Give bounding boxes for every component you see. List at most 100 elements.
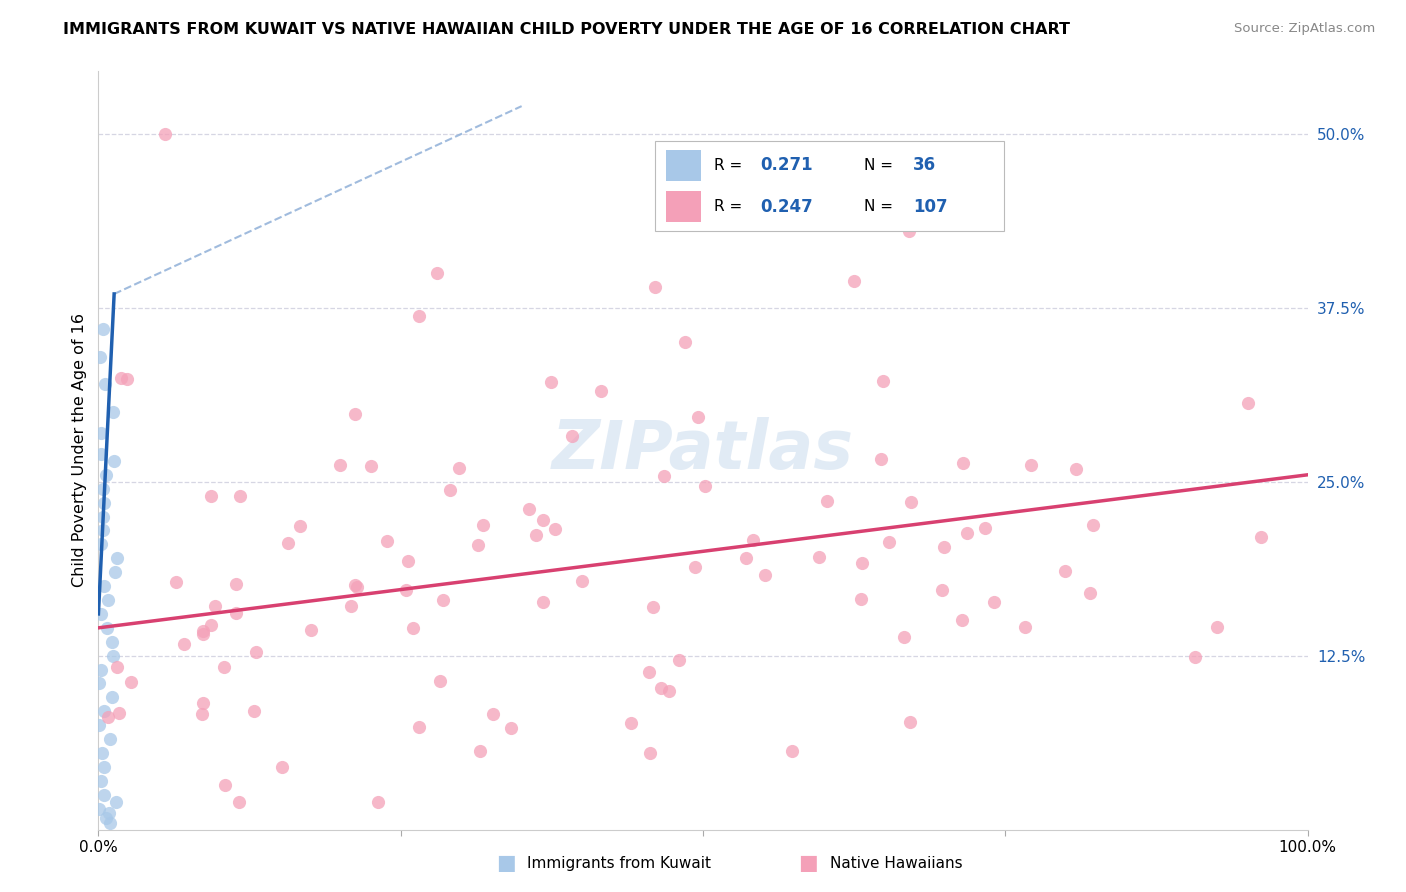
Point	[934, 540, 956, 554]
Point	[93, 788, 115, 802]
Point	[105, 795, 128, 809]
Point	[101, 634, 124, 648]
Point	[879, 534, 901, 549]
Point	[212, 659, 235, 673]
Point	[641, 599, 664, 614]
Point	[191, 627, 214, 641]
Point	[426, 266, 449, 280]
Point	[107, 706, 129, 720]
Point	[544, 522, 567, 536]
Text: 0.271: 0.271	[759, 156, 813, 175]
Point	[98, 815, 121, 830]
Point	[90, 537, 112, 551]
Point	[165, 574, 187, 589]
Point	[91, 482, 114, 496]
Point	[214, 778, 236, 792]
Point	[93, 495, 115, 509]
Point	[101, 690, 124, 705]
Point	[893, 630, 915, 644]
Point	[695, 479, 717, 493]
Text: ■: ■	[496, 854, 516, 873]
Point	[471, 517, 494, 532]
FancyBboxPatch shape	[665, 151, 700, 181]
Point	[1081, 517, 1104, 532]
Point	[950, 614, 973, 628]
Point	[97, 593, 120, 607]
Point	[974, 520, 997, 534]
Point	[90, 607, 112, 621]
Point	[408, 309, 430, 323]
Text: N =: N =	[865, 199, 893, 214]
Text: Immigrants from Kuwait: Immigrants from Kuwait	[527, 856, 711, 871]
Point	[107, 659, 129, 673]
Point	[90, 663, 112, 677]
Point	[96, 812, 118, 826]
Point	[115, 372, 138, 386]
Point	[851, 556, 873, 570]
Point	[91, 322, 114, 336]
Point	[439, 483, 461, 498]
Point	[872, 374, 894, 388]
Point	[952, 456, 974, 470]
Point	[752, 211, 775, 225]
Point	[1184, 650, 1206, 665]
Point	[517, 501, 540, 516]
Point	[110, 370, 132, 384]
Point	[87, 802, 110, 816]
Text: R =: R =	[714, 199, 742, 214]
Text: 36: 36	[914, 156, 936, 175]
Point	[650, 681, 672, 696]
Point	[97, 805, 120, 820]
Point	[983, 595, 1005, 609]
Point	[360, 458, 382, 473]
Point	[89, 350, 111, 364]
Point	[571, 574, 593, 589]
Point	[620, 716, 643, 731]
Text: ZIPatlas: ZIPatlas	[553, 417, 853, 483]
Point	[432, 592, 454, 607]
Point	[87, 676, 110, 690]
Point	[93, 760, 115, 774]
Point	[90, 426, 112, 441]
Text: 0.247: 0.247	[759, 197, 813, 216]
Point	[429, 673, 451, 688]
Point	[735, 551, 758, 566]
Point	[89, 718, 111, 732]
Point	[815, 493, 838, 508]
Text: Native Hawaiians: Native Hawaiians	[830, 856, 962, 871]
Point	[101, 648, 124, 663]
FancyBboxPatch shape	[665, 192, 700, 222]
Point	[754, 567, 776, 582]
Point	[343, 578, 366, 592]
Point	[91, 524, 114, 538]
Point	[447, 460, 470, 475]
Text: R =: R =	[714, 158, 742, 173]
Point	[900, 495, 922, 509]
Point	[229, 489, 252, 503]
Point	[225, 606, 247, 620]
Point	[849, 592, 872, 607]
Point	[91, 509, 114, 524]
Point	[1250, 530, 1272, 544]
Point	[104, 565, 127, 579]
Point	[652, 469, 675, 483]
Point	[101, 405, 124, 419]
Point	[540, 376, 562, 390]
Point	[153, 127, 176, 141]
Point	[1054, 564, 1077, 578]
Point	[191, 696, 214, 710]
Point	[897, 224, 920, 238]
Point	[673, 334, 696, 349]
Point	[228, 795, 250, 809]
Point	[668, 653, 690, 667]
Point	[638, 746, 661, 760]
Point	[96, 621, 118, 635]
Point	[93, 579, 115, 593]
Point	[299, 623, 322, 637]
Point	[98, 732, 121, 747]
Point	[401, 621, 423, 635]
Point	[93, 704, 115, 718]
Point	[343, 408, 366, 422]
Text: Source: ZipAtlas.com: Source: ZipAtlas.com	[1234, 22, 1375, 36]
Point	[245, 645, 267, 659]
